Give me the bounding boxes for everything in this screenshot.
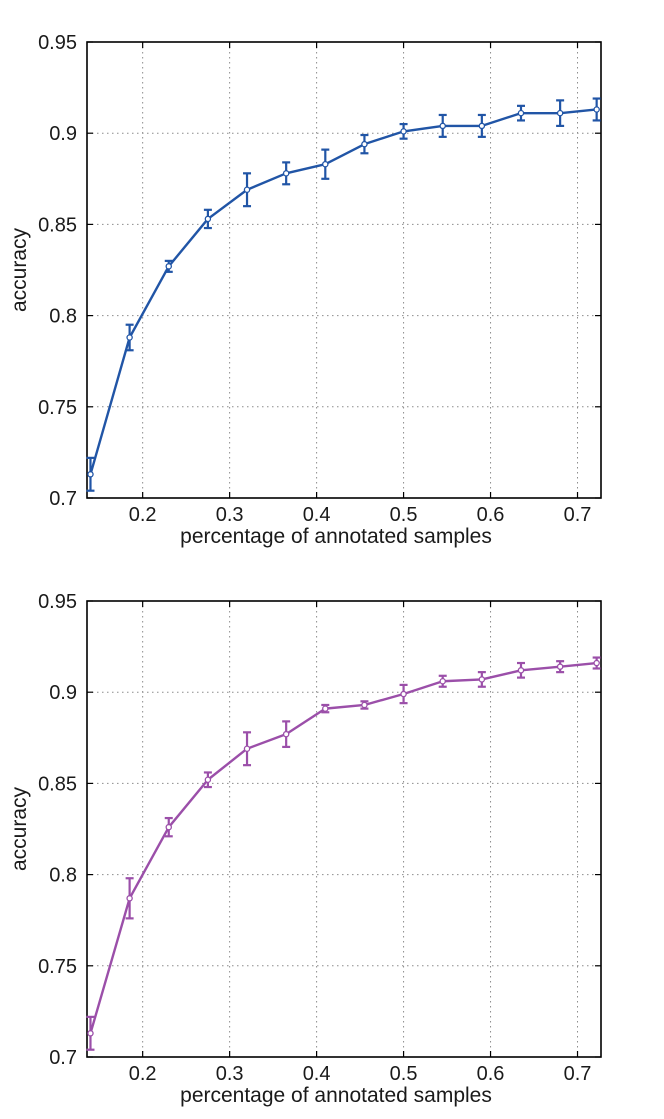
data-point xyxy=(517,667,525,674)
data-point xyxy=(556,663,564,670)
x-tick-label: 0.3 xyxy=(216,504,244,526)
y-tick-label: 0.95 xyxy=(38,32,77,54)
x-tick-label: 0.4 xyxy=(303,504,331,526)
y-tick-label: 0.8 xyxy=(49,306,77,328)
y-tick-label: 0.85 xyxy=(38,773,77,795)
y-tick-label: 0.7 xyxy=(49,1047,77,1069)
data-point xyxy=(361,140,368,148)
data-point xyxy=(126,895,133,902)
x-tick-label: 0.7 xyxy=(564,504,592,526)
chart-2: 0.2 0.3 0.4 0.5 0.6 0.7 0.7 0.75 0.8 0.85 0.9 0.95 p… xyxy=(8,591,602,1107)
x-tick-label: 0.5 xyxy=(390,504,418,526)
data-point xyxy=(243,186,251,193)
y-tick-label: 0.8 xyxy=(49,865,77,887)
y-axis-label: accuracy xyxy=(8,786,31,871)
y-axis-label: accuracy xyxy=(8,227,31,312)
data-point xyxy=(593,659,600,667)
data-point xyxy=(517,109,525,117)
series-line xyxy=(89,661,597,1034)
y-tick-label: 0.95 xyxy=(38,591,77,613)
x-tick-label: 0.2 xyxy=(129,1063,157,1085)
y-tick-label: 0.75 xyxy=(38,956,77,978)
x-axis-label: percentage of annotated samples xyxy=(180,525,492,548)
data-point xyxy=(165,823,173,831)
data-point xyxy=(439,678,446,685)
data-point xyxy=(478,676,486,683)
series-line xyxy=(89,108,597,475)
y-tick-label: 0.85 xyxy=(38,214,77,236)
data-point xyxy=(243,745,251,752)
data-point xyxy=(165,263,173,270)
x-axis-label: percentage of annotated samples xyxy=(180,1084,492,1107)
y-tick-label: 0.9 xyxy=(49,682,77,704)
y-tick-label: 0.7 xyxy=(49,488,77,510)
data-point xyxy=(204,776,212,784)
data-point xyxy=(204,215,212,223)
x-tick-label: 0.7 xyxy=(564,1063,592,1085)
x-tick-label: 0.5 xyxy=(390,1063,418,1085)
data-point xyxy=(87,1030,94,1037)
data-point xyxy=(400,128,407,135)
data-point xyxy=(593,106,600,113)
chart-1: 0.2 0.3 0.4 0.5 0.6 0.7 0.7 0.75 0.8 0.85 0.9 0.95 p… xyxy=(8,32,602,548)
data-point xyxy=(478,122,486,130)
x-tick-label: 0.2 xyxy=(129,504,157,526)
data-point xyxy=(556,109,564,117)
data-point xyxy=(322,705,329,712)
data-point xyxy=(322,160,329,168)
x-tick-label: 0.6 xyxy=(477,1063,505,1085)
y-tick-label: 0.9 xyxy=(49,123,77,145)
data-point xyxy=(400,690,407,698)
data-point xyxy=(126,334,133,341)
plot-frame xyxy=(86,600,602,1058)
data-point xyxy=(282,170,290,177)
x-tick-label: 0.4 xyxy=(303,1063,331,1085)
x-tick-label: 0.3 xyxy=(216,1063,244,1085)
data-point xyxy=(87,471,94,478)
y-tick-label: 0.75 xyxy=(38,397,77,419)
data-point xyxy=(439,122,446,130)
data-point xyxy=(361,701,368,709)
plot-frame xyxy=(86,41,602,499)
data-point xyxy=(282,730,290,738)
x-tick-label: 0.6 xyxy=(477,504,505,526)
